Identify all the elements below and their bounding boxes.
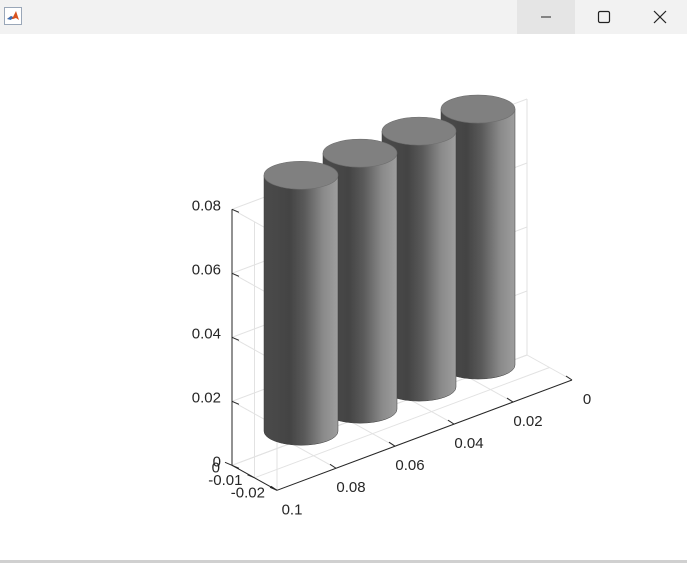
tick-mark (329, 463, 337, 469)
tick-mark (231, 400, 240, 405)
axes (224, 208, 573, 491)
plot-area[interactable]: 0.1 0.08 0.06 0.04 0.02 0 -0.02 -0.01 0 0 0.02 0.04… (0, 34, 687, 560)
maximize-button[interactable] (575, 0, 633, 34)
x-tick-label: 0.06 (395, 457, 424, 474)
z-tick-label: 0.08 (192, 197, 221, 214)
cylinder-top (381, 116, 457, 146)
cylinder-body (263, 174, 339, 446)
tick-mark (565, 375, 573, 381)
cylinder-bar[interactable] (440, 94, 516, 380)
bars (263, 94, 516, 446)
tick-mark (447, 419, 455, 425)
x-tick-label: 0 (583, 391, 591, 408)
tick-mark (231, 336, 240, 341)
tick-mark (506, 397, 514, 403)
close-button[interactable] (633, 0, 687, 34)
y-tick-label: -0.01 (208, 472, 242, 489)
z-tick-label: 0 (213, 453, 221, 470)
x-axis-line (276, 379, 573, 491)
z-tick-label: 0.02 (192, 389, 221, 406)
tick-mark (224, 461, 233, 466)
cylinder-bar[interactable] (263, 160, 339, 446)
cylinder-top (322, 138, 398, 168)
close-icon (653, 10, 667, 24)
tick-mark (231, 208, 240, 213)
cylinder-top (440, 94, 516, 124)
minimize-button[interactable] (517, 0, 575, 34)
tick-mark (247, 474, 255, 479)
tick-mark (231, 272, 240, 277)
tick-mark (231, 464, 240, 469)
cylinder-bar[interactable] (381, 116, 457, 402)
tick-mark (388, 441, 396, 447)
title-bar (0, 0, 687, 34)
y-tick-label: 0 (212, 459, 220, 476)
x-tick-label: 0.08 (336, 479, 365, 496)
y-tick-label: -0.02 (231, 484, 265, 501)
cylinder-top (263, 160, 339, 190)
maximize-icon (597, 10, 611, 24)
z-tick-label: 0.04 (192, 325, 221, 342)
window-bottom-edge (0, 560, 687, 563)
tick-labels: 0.10.080.060.040.020-0.02-0.01000.020.04… (192, 197, 591, 518)
bar3-chart[interactable]: 0.10.080.060.040.020-0.02-0.01000.020.04… (0, 34, 687, 560)
x-tick-label: 0.02 (513, 413, 542, 430)
tick-mark (269, 486, 278, 491)
grid-line (254, 367, 550, 479)
x-tick-label: 0.1 (282, 501, 303, 518)
x-tick-label: 0.04 (454, 435, 483, 452)
minimize-icon (541, 16, 551, 18)
z-tick-label: 0.06 (192, 261, 221, 278)
matlab-logo-icon (4, 7, 22, 25)
